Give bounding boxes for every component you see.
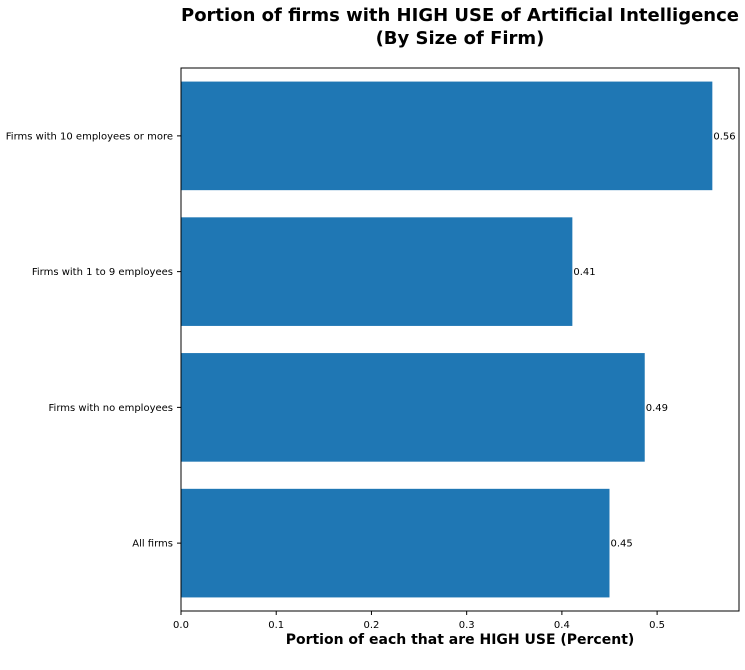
bar-value-label: 0.56	[713, 131, 735, 142]
x-tick-label: 0.5	[649, 620, 665, 631]
x-tick-label: 0.1	[268, 620, 284, 631]
x-tick-label: 0.3	[459, 620, 475, 631]
x-axis: 0.0 0.1 0.2 0.3 0.4 0.5	[173, 611, 665, 631]
y-tick-label: All firms	[132, 539, 173, 550]
x-tick-label: 0.0	[173, 620, 189, 631]
chart-title: Portion of firms with HIGH USE of Artifi…	[160, 4, 745, 50]
plot-frame	[180, 67, 740, 612]
value-labels-group: 0.56 0.41 0.49 0.45	[573, 131, 735, 549]
chart-subtitle: (By Size of Firm)	[375, 28, 545, 49]
bar	[181, 353, 645, 462]
bar-value-label: 0.49	[646, 403, 668, 414]
bar	[181, 217, 573, 326]
bar	[181, 81, 713, 191]
y-tick-label: Firms with 1 to 9 employees	[32, 267, 173, 278]
x-axis-label: Portion of each that are HIGH USE (Perce…	[286, 632, 635, 648]
chart-title-line: Portion of firms with HIGH USE of Artifi…	[181, 5, 739, 26]
x-tick-label: 0.4	[554, 620, 570, 631]
bar-value-label: 0.45	[610, 539, 632, 550]
x-tick-label: 0.2	[363, 620, 379, 631]
y-axis: Firms with 10 employees or more Firms wit…	[6, 131, 181, 550]
y-tick-label: Firms with 10 employees or more	[6, 131, 173, 142]
bars-group	[181, 81, 713, 598]
bar-value-label: 0.41	[573, 267, 595, 278]
y-tick-label: Firms with no employees	[49, 403, 173, 414]
bar	[181, 488, 610, 598]
